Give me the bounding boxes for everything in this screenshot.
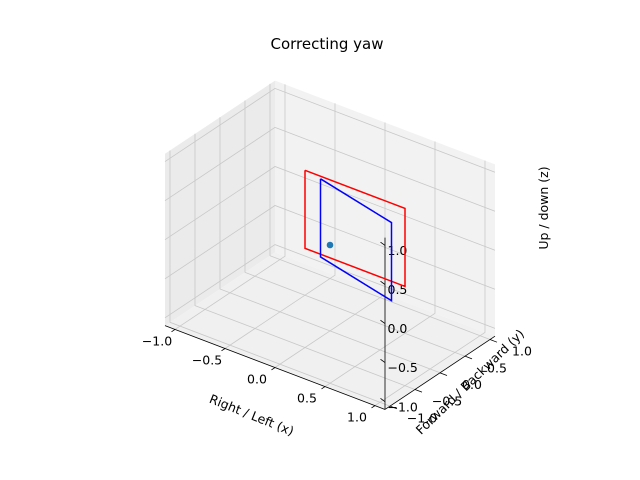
grid-line-x <box>324 141 436 387</box>
z-tick <box>380 398 386 402</box>
grid-line-y <box>244 100 466 357</box>
grid-line-x <box>174 84 286 330</box>
x-tick <box>371 405 376 409</box>
grid-line-y <box>219 117 441 374</box>
grid-line-z <box>164 244 496 329</box>
grid-line-z <box>164 87 496 173</box>
tick-marks <box>171 241 498 410</box>
grid-line-z <box>164 126 496 212</box>
y-tick <box>414 389 423 393</box>
z-tick <box>380 280 386 285</box>
x-tick-label: −0.5 <box>192 353 222 368</box>
x-tick <box>171 329 176 333</box>
x-axis-label: Right / Left (x) <box>207 391 296 439</box>
y-tick-label: 1.0 <box>512 344 532 359</box>
tick-labels: −1.0−1.0−1.0−0.5−0.5−0.50.0 0.00.00.50.50… <box>142 243 532 425</box>
x-tick-label: 0.0 <box>247 372 267 387</box>
z-tick-label: −1.0 <box>388 399 418 414</box>
grid-line-z <box>164 166 496 251</box>
y-tick-label: 0.0 <box>462 377 482 392</box>
grid-line-y <box>169 150 391 407</box>
data-point-1 <box>326 241 334 249</box>
y-tick-label: 0.5 <box>487 360 507 375</box>
y-tick-label: −0.5 <box>432 394 462 409</box>
y-tick-label: −1.0 <box>407 410 437 425</box>
x-tick <box>221 348 226 352</box>
y-tick <box>464 355 473 360</box>
z-tick-label: 1.0 <box>388 243 408 258</box>
data-series <box>304 169 406 303</box>
grid-line-y <box>194 133 416 390</box>
y-tick <box>439 372 448 376</box>
z-tick-label: −0.5 <box>388 360 418 375</box>
grid-line-x <box>224 103 336 349</box>
y-tick <box>489 339 498 343</box>
grid-lines <box>164 83 496 407</box>
series-line-1 <box>304 169 406 288</box>
x-tick <box>321 386 326 390</box>
grid-line-y <box>269 83 491 340</box>
grid-line-x <box>374 160 486 406</box>
x-tick-label: 1.0 <box>347 410 367 425</box>
chart-title: Correcting yaw <box>270 35 383 53</box>
x-tick-label: −1.0 <box>142 333 172 348</box>
z-tick <box>380 319 386 324</box>
data-points <box>326 241 334 249</box>
y-tick <box>389 405 398 410</box>
z-tick <box>380 241 386 246</box>
z-axis-label: Up / down (z) <box>536 166 551 249</box>
z-tick <box>380 358 386 363</box>
z-tick-label: 0.0 <box>388 321 408 336</box>
x-tick <box>271 367 276 371</box>
series-line-2 <box>319 178 393 303</box>
grid-line-z <box>164 205 496 290</box>
x-tick-label: 0.5 <box>297 391 317 406</box>
